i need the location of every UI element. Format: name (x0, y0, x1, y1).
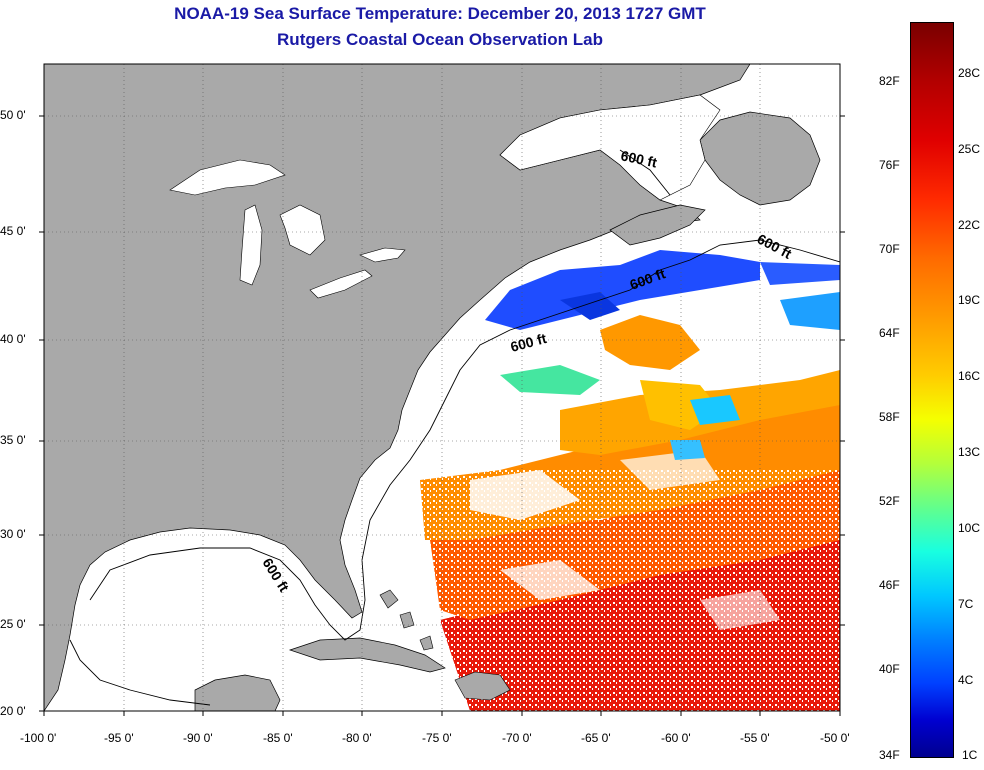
lon-label: -70 0' (502, 731, 532, 745)
lon-label: -55 0' (740, 731, 770, 745)
scale-label-f: 76F (879, 158, 900, 172)
map-subtitle: Rutgers Coastal Ocean Observation Lab (277, 30, 603, 49)
lat-label: 25 0' (0, 617, 26, 631)
map-title: NOAA-19 Sea Surface Temperature: Decembe… (174, 4, 706, 23)
lon-label: -90 0' (183, 731, 213, 745)
scale-label-f: 52F (879, 494, 900, 508)
scale-label-c: 28C (958, 66, 981, 80)
scale-label-f: 40F (879, 662, 900, 676)
scale-label-c: 1C (962, 748, 978, 762)
lake-superior (169, 159, 286, 196)
contour-label: 600 ft (619, 147, 658, 170)
scale-label-f: 58F (879, 410, 900, 424)
scale-label-c: 13C (958, 445, 981, 459)
scale-label-c: 7C (958, 597, 974, 611)
nova-scotia-land (609, 204, 706, 246)
scale-label-f: 82F (879, 74, 900, 88)
lon-label: -100 0' (20, 731, 57, 745)
lat-label: 50 0' (0, 108, 26, 122)
gulf-st-lawrence (499, 94, 721, 201)
axis-ticks (39, 115, 845, 716)
bahamas-land (379, 589, 434, 651)
lon-label: -60 0' (661, 731, 691, 745)
yucatan-land (194, 674, 281, 711)
lake-ontario (359, 247, 406, 263)
lake-erie (309, 269, 373, 299)
scale-label-f: 46F (879, 578, 900, 592)
scale-label-c: 10C (958, 521, 981, 535)
scale-label-c: 25C (958, 142, 981, 156)
lat-label: 30 0' (0, 527, 26, 541)
lat-label: 45 0' (0, 224, 26, 238)
graticule (44, 64, 840, 711)
lat-label: 20 0' (0, 704, 26, 718)
scale-label-c: 16C (958, 369, 981, 383)
lon-label: -95 0' (104, 731, 134, 745)
lake-michigan (239, 204, 263, 286)
lon-label: -65 0' (581, 731, 611, 745)
scale-label-f: 34F (879, 748, 900, 762)
lake-huron (279, 204, 326, 256)
hispaniola-land (454, 671, 511, 701)
scale-label-c: 22C (958, 218, 981, 232)
lon-label: -85 0' (263, 731, 293, 745)
scale-label-c: 4C (958, 673, 974, 687)
lon-label: -75 0' (422, 731, 452, 745)
scale-label-f: 64F (879, 326, 900, 340)
lon-label: -80 0' (342, 731, 372, 745)
scale-label-f: 70F (879, 242, 900, 256)
bathymetry-600ft-contour (69, 149, 840, 706)
color-scale-bar (910, 22, 954, 758)
scale-label-c: 19C (958, 293, 981, 307)
lon-label: -50 0' (820, 731, 850, 745)
lat-label: 35 0' (0, 433, 26, 447)
sst-data-layer (420, 250, 840, 711)
land-layer (44, 64, 821, 711)
newfoundland-land (699, 111, 821, 206)
lat-label: 40 0' (0, 332, 26, 346)
inland-water (169, 94, 721, 299)
